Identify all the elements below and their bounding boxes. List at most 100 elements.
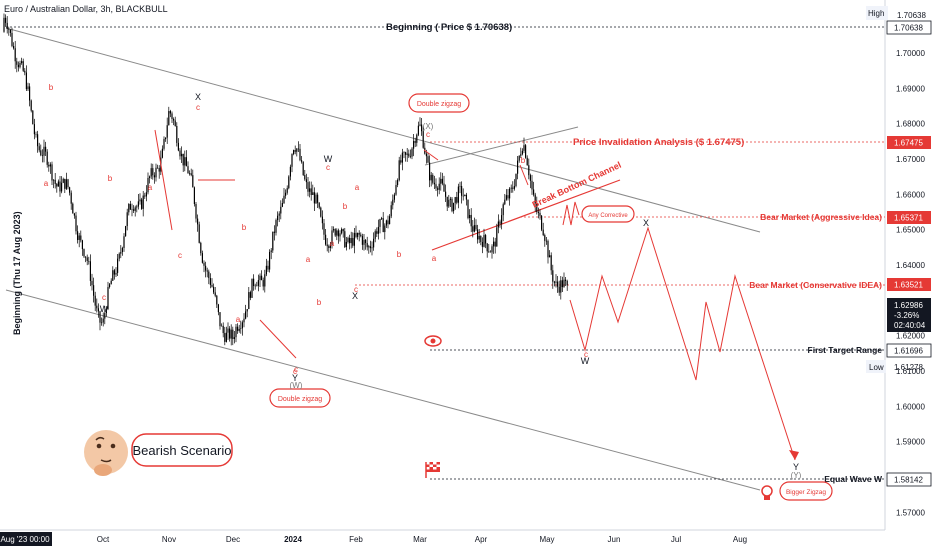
candle-body xyxy=(285,192,287,196)
candle-body xyxy=(81,240,83,250)
vertical-beginning-label: Beginning (Thu 17 Aug 2023) xyxy=(12,211,22,335)
wave-stroke xyxy=(519,164,529,186)
candle-body xyxy=(190,173,192,176)
candle-body xyxy=(523,145,525,151)
x-tick-label: Apr xyxy=(475,535,488,544)
candle-body xyxy=(339,233,341,237)
candle-body xyxy=(176,125,178,143)
candle-body xyxy=(165,137,167,140)
candle-body xyxy=(139,199,141,202)
level-label-conservative: Bear Market (Conservative IDEA) xyxy=(749,280,882,290)
symbol-title: Euro / Australian Dollar, 3h, BLACKBULL xyxy=(4,4,168,14)
candle-body xyxy=(17,64,19,68)
candle-body xyxy=(205,265,207,271)
candle-body xyxy=(377,226,379,234)
candle-body xyxy=(152,168,154,176)
x-tick-label: May xyxy=(539,535,554,544)
wave-label: X xyxy=(643,218,649,228)
candle-body xyxy=(414,141,416,143)
wave-labels-red: b a c b a c c a b c a b c b a c a b c c … xyxy=(44,83,588,376)
candle-body xyxy=(549,255,551,258)
wave-label: W xyxy=(100,304,109,314)
wave-stroke xyxy=(154,129,173,231)
candle-body xyxy=(299,148,301,161)
candle-body xyxy=(30,100,32,111)
badge-beginning xyxy=(886,20,932,35)
level-label-beginning: Beginning ( Price $ 1.70638) xyxy=(386,22,512,33)
candle-body xyxy=(374,231,376,239)
channel-upper-line xyxy=(5,27,761,233)
candle-body xyxy=(78,235,80,240)
candle-body xyxy=(389,216,391,225)
wave-label: a xyxy=(148,183,153,192)
x-tick-label: Jun xyxy=(608,535,621,544)
candle-body xyxy=(304,175,306,180)
candle-body xyxy=(405,152,407,155)
wave-stroke xyxy=(259,319,297,359)
wave-label: c xyxy=(178,251,182,260)
candle-body xyxy=(313,192,315,204)
y-tick-label: 1.70000 xyxy=(896,49,925,58)
candle-body xyxy=(566,281,568,286)
candle-body xyxy=(131,209,133,210)
wave-label: W xyxy=(324,154,333,164)
badge-equal-wave-value: 1.58142 xyxy=(894,476,923,485)
candle-body xyxy=(526,157,528,166)
wave-label: b xyxy=(397,250,402,259)
candle-body xyxy=(37,134,39,147)
wave-label: c xyxy=(102,293,106,302)
checkered-flag-icon xyxy=(425,462,440,478)
candle-body xyxy=(502,204,504,216)
candle-body xyxy=(355,232,357,237)
candle-body xyxy=(446,196,448,207)
candle-body xyxy=(200,242,202,254)
candle-body xyxy=(541,215,543,230)
candle-body xyxy=(85,256,87,258)
candle-body xyxy=(150,168,152,177)
candle-body xyxy=(563,279,565,288)
candle-body xyxy=(211,284,213,287)
candle-body xyxy=(289,166,291,177)
candle-body xyxy=(29,86,31,101)
candle-body xyxy=(557,281,559,287)
break-bottom-channel-line xyxy=(431,179,621,251)
wave-label: c xyxy=(426,130,430,139)
candle-body xyxy=(560,280,562,293)
candle-body xyxy=(70,192,72,204)
candle-body xyxy=(293,150,295,155)
candle-body xyxy=(41,155,43,156)
thinking-face-eye xyxy=(96,443,102,449)
candle-body xyxy=(155,167,157,178)
candle-body xyxy=(337,230,339,237)
candle-body xyxy=(6,22,8,29)
candle-body xyxy=(401,152,403,163)
candle-body xyxy=(481,241,483,247)
x-tick-label: Jul xyxy=(671,535,681,544)
candle-body xyxy=(357,232,359,237)
candle-body xyxy=(473,225,475,232)
candle-body xyxy=(510,187,512,189)
low-label: Low xyxy=(869,363,884,372)
scenario-frame xyxy=(131,433,233,467)
candle-body xyxy=(117,258,119,273)
candle-body xyxy=(109,284,111,288)
candle-body xyxy=(51,164,53,181)
candle-body xyxy=(11,32,13,47)
candle-body xyxy=(174,120,176,126)
candle-body xyxy=(451,198,453,212)
candle-body xyxy=(371,247,373,249)
candle-body xyxy=(408,153,410,157)
candle-body xyxy=(323,223,325,235)
candle-body xyxy=(373,238,375,248)
candle-body xyxy=(57,181,59,187)
candle-body xyxy=(469,214,471,219)
candle-body xyxy=(329,244,331,248)
candle-body xyxy=(48,164,50,167)
candle-body xyxy=(489,251,491,253)
candle-body xyxy=(443,183,445,192)
candle-body xyxy=(344,231,346,248)
x-tick-label: Mar xyxy=(413,535,427,544)
candle-body xyxy=(16,61,18,65)
